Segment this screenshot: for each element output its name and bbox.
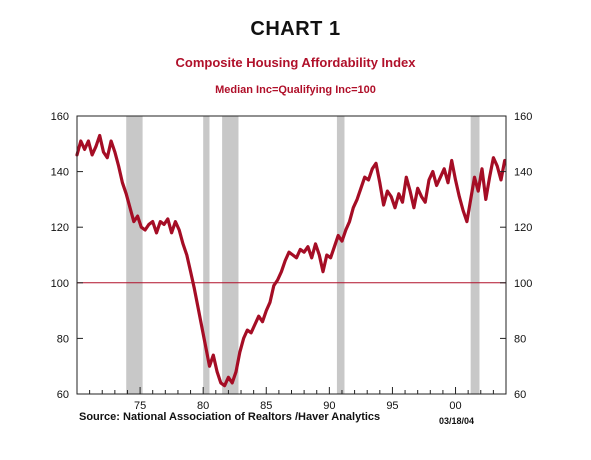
x-tick-label: 75 xyxy=(134,400,146,412)
y-tick-label-right: 60 xyxy=(514,389,526,401)
x-tick-label: 00 xyxy=(449,400,461,412)
y-tick-label-right: 140 xyxy=(514,167,532,179)
y-tick-label-left: 60 xyxy=(57,389,69,401)
y-tick-label-right: 100 xyxy=(514,278,532,290)
y-tick-label-left: 100 xyxy=(51,278,69,290)
recession-band xyxy=(222,116,239,394)
recession-bands xyxy=(126,116,480,394)
recession-band xyxy=(203,116,210,394)
y-tick-label-right: 120 xyxy=(514,222,532,234)
recession-band xyxy=(336,116,345,394)
x-tick-label: 95 xyxy=(386,400,398,412)
y-tick-label-left: 160 xyxy=(51,111,69,123)
x-tick-label: 85 xyxy=(260,400,272,412)
y-tick-label-left: 120 xyxy=(51,222,69,234)
x-tick-label: 90 xyxy=(323,400,335,412)
source-note: Source: National Association of Realtors… xyxy=(79,411,381,423)
chart-title: Composite Housing Affordability Index xyxy=(175,55,416,70)
y-tick-label-right: 80 xyxy=(514,333,526,345)
recession-band xyxy=(126,116,143,394)
chart-heading: CHART 1 xyxy=(250,18,341,40)
x-tick-label: 80 xyxy=(197,400,209,412)
y-axis: 60 60 80 80 100 100 120 120 140 140 160 160 xyxy=(51,111,533,401)
y-tick-label-left: 140 xyxy=(51,167,69,179)
series-group xyxy=(75,133,507,388)
y-tick-label-left: 80 xyxy=(57,333,69,345)
x-axis: 75 80 85 90 95 00 xyxy=(76,387,507,412)
y-tick-label-right: 160 xyxy=(514,111,532,123)
recession-band xyxy=(470,116,480,394)
series-line xyxy=(75,133,507,388)
date-stamp: 03/18/04 xyxy=(439,416,475,426)
chart-subtitle: Median Inc=Qualifying Inc=100 xyxy=(215,84,376,96)
